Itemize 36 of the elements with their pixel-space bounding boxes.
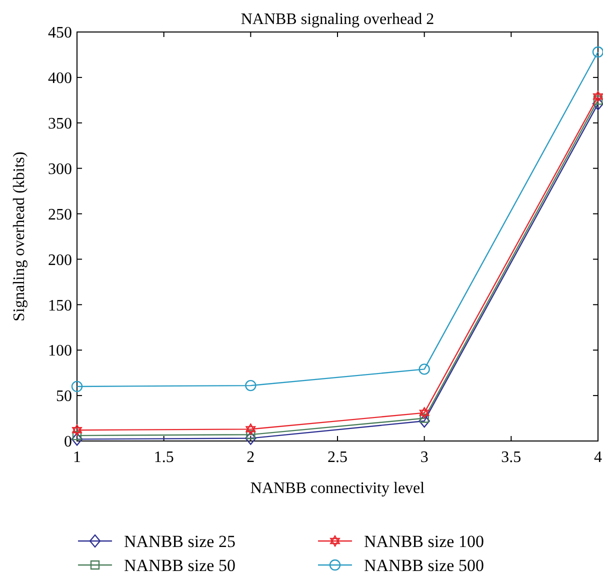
point xyxy=(245,380,256,392)
legend-label: NANBB size 25 xyxy=(124,532,236,551)
point xyxy=(592,97,603,110)
point xyxy=(592,46,603,58)
y-tick-label: 250 xyxy=(48,206,72,224)
y-axis-title: Signaling overhead (kbits) xyxy=(11,152,28,322)
point xyxy=(245,432,256,445)
x-tick-label: 3 xyxy=(420,449,428,466)
legend-label: NANBB size 500 xyxy=(364,556,484,575)
point xyxy=(246,424,256,435)
y-tick-label: 400 xyxy=(48,70,72,88)
x-tick-label: 1 xyxy=(73,449,81,466)
y-tick-label: 100 xyxy=(48,342,72,360)
point xyxy=(419,407,430,418)
chart-title: NANBB signaling overhead 2 xyxy=(240,11,434,28)
y-tick-label: 200 xyxy=(48,252,72,269)
y-tick-label: 450 xyxy=(48,24,72,42)
point xyxy=(72,424,82,436)
x-tick-label: 2.5 xyxy=(328,449,348,466)
x-tick-label: 2 xyxy=(246,449,255,466)
x-axis-title: NANBB connectivity level xyxy=(250,480,426,497)
y-tick-label: 0 xyxy=(64,434,72,451)
y-tick-label: 350 xyxy=(48,115,72,132)
x-tick-label: 3.5 xyxy=(501,449,522,466)
point xyxy=(71,432,83,446)
y-tick-label: 300 xyxy=(48,160,72,178)
point xyxy=(593,90,603,102)
y-tick-label: 150 xyxy=(48,297,72,314)
point xyxy=(418,364,430,375)
legend-label: NANBB size 50 xyxy=(124,556,236,575)
x-tick-label: 4 xyxy=(594,449,602,466)
x-tick-label: 1.5 xyxy=(154,449,174,466)
point xyxy=(71,380,83,392)
point xyxy=(418,414,430,428)
legend-label: NANBB size 100 xyxy=(364,532,484,551)
y-tick-label: 50 xyxy=(56,388,72,406)
